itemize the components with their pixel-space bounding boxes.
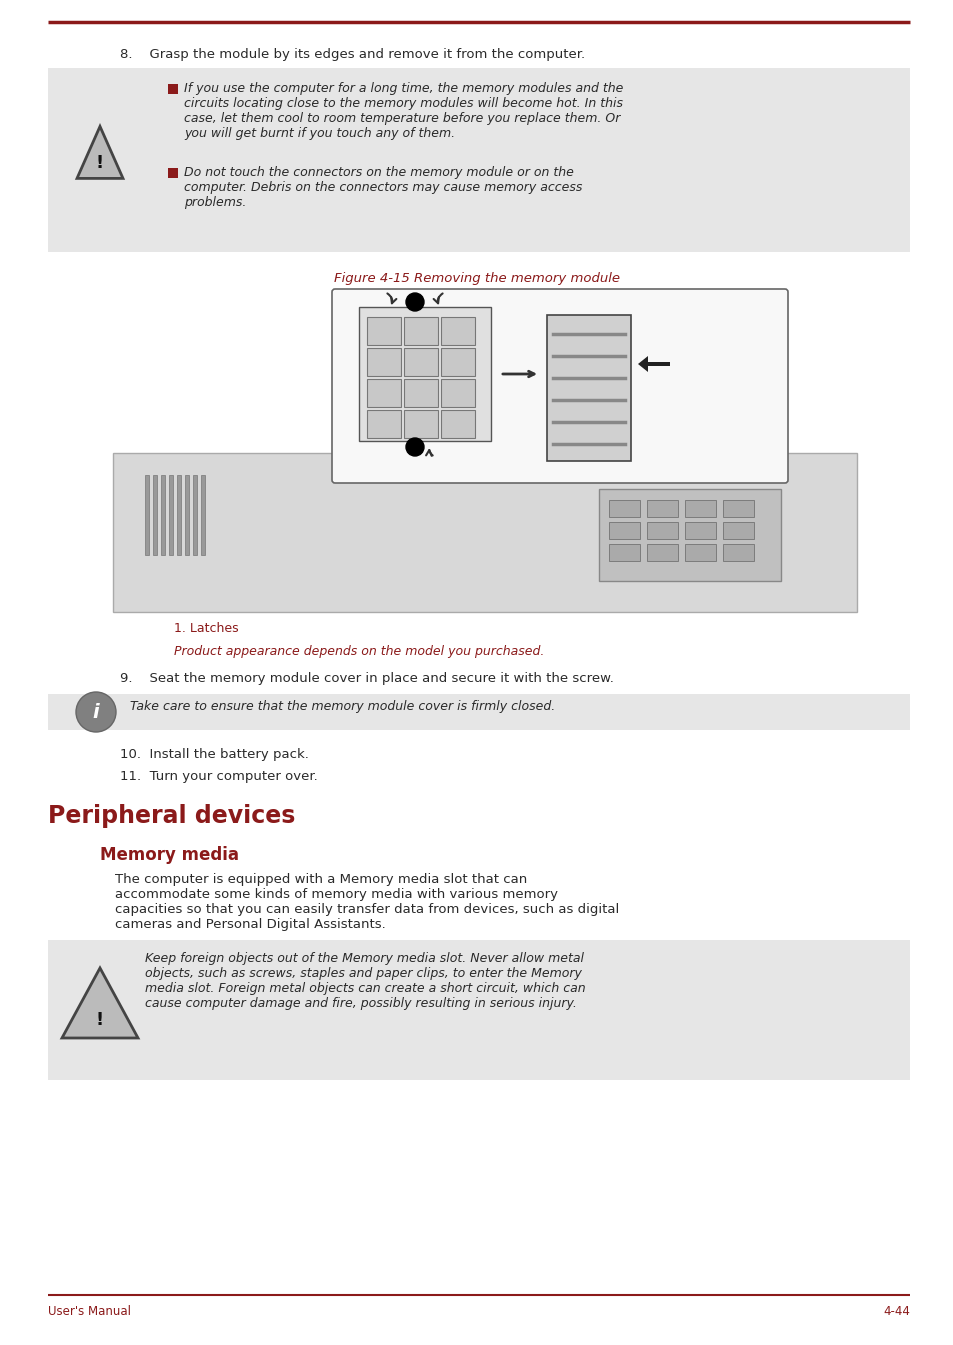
FancyBboxPatch shape xyxy=(722,522,754,538)
FancyBboxPatch shape xyxy=(722,543,754,561)
FancyBboxPatch shape xyxy=(440,348,475,377)
FancyBboxPatch shape xyxy=(598,490,781,581)
FancyBboxPatch shape xyxy=(367,410,400,438)
FancyBboxPatch shape xyxy=(367,379,400,408)
Text: Take care to ensure that the memory module cover is firmly closed.: Take care to ensure that the memory modu… xyxy=(130,699,555,713)
Circle shape xyxy=(76,691,116,732)
Text: 1: 1 xyxy=(411,443,418,453)
FancyBboxPatch shape xyxy=(403,348,437,377)
FancyBboxPatch shape xyxy=(48,694,909,730)
FancyBboxPatch shape xyxy=(358,307,491,441)
Text: 10.  Install the battery pack.: 10. Install the battery pack. xyxy=(120,748,309,761)
FancyBboxPatch shape xyxy=(332,289,787,483)
FancyBboxPatch shape xyxy=(722,499,754,516)
Text: The computer is equipped with a Memory media slot that can
accommodate some kind: The computer is equipped with a Memory m… xyxy=(115,873,618,931)
FancyBboxPatch shape xyxy=(403,317,437,346)
Polygon shape xyxy=(638,356,669,373)
Text: Product appearance depends on the model you purchased.: Product appearance depends on the model … xyxy=(173,646,544,658)
FancyBboxPatch shape xyxy=(48,69,909,252)
Circle shape xyxy=(406,438,423,456)
FancyBboxPatch shape xyxy=(609,543,639,561)
FancyBboxPatch shape xyxy=(48,940,909,1080)
Text: i: i xyxy=(92,703,99,722)
FancyBboxPatch shape xyxy=(647,522,678,538)
Circle shape xyxy=(406,293,423,311)
Text: User's Manual: User's Manual xyxy=(48,1305,131,1318)
FancyBboxPatch shape xyxy=(647,543,678,561)
FancyBboxPatch shape xyxy=(201,475,205,555)
FancyBboxPatch shape xyxy=(403,379,437,408)
Polygon shape xyxy=(62,968,138,1038)
Text: Memory media: Memory media xyxy=(100,846,239,863)
Text: 1: 1 xyxy=(411,299,418,308)
FancyBboxPatch shape xyxy=(169,475,172,555)
FancyBboxPatch shape xyxy=(168,168,178,178)
FancyBboxPatch shape xyxy=(546,315,630,461)
FancyBboxPatch shape xyxy=(609,499,639,516)
Text: Do not touch the connectors on the memory module or on the
computer. Debris on t: Do not touch the connectors on the memor… xyxy=(184,165,581,208)
Text: 9.    Seat the memory module cover in place and secure it with the screw.: 9. Seat the memory module cover in place… xyxy=(120,672,613,685)
Polygon shape xyxy=(77,126,123,179)
Text: !: ! xyxy=(96,1011,104,1029)
FancyBboxPatch shape xyxy=(647,499,678,516)
FancyBboxPatch shape xyxy=(177,475,181,555)
Text: If you use the computer for a long time, the memory modules and the
circuits loc: If you use the computer for a long time,… xyxy=(184,82,622,140)
FancyBboxPatch shape xyxy=(161,475,165,555)
FancyBboxPatch shape xyxy=(367,348,400,377)
FancyBboxPatch shape xyxy=(367,317,400,346)
FancyBboxPatch shape xyxy=(168,83,178,94)
Text: Figure 4-15 Removing the memory module: Figure 4-15 Removing the memory module xyxy=(334,272,619,285)
Text: 11.  Turn your computer over.: 11. Turn your computer over. xyxy=(120,769,317,783)
FancyBboxPatch shape xyxy=(685,522,716,538)
Text: Peripheral devices: Peripheral devices xyxy=(48,804,295,829)
FancyBboxPatch shape xyxy=(440,317,475,346)
Text: 1. Latches: 1. Latches xyxy=(173,621,238,635)
FancyBboxPatch shape xyxy=(403,410,437,438)
FancyBboxPatch shape xyxy=(145,475,149,555)
FancyBboxPatch shape xyxy=(609,522,639,538)
FancyBboxPatch shape xyxy=(440,410,475,438)
FancyBboxPatch shape xyxy=(685,543,716,561)
Text: 8.    Grasp the module by its edges and remove it from the computer.: 8. Grasp the module by its edges and rem… xyxy=(120,48,584,61)
Text: 4-44: 4-44 xyxy=(882,1305,909,1318)
FancyBboxPatch shape xyxy=(193,475,196,555)
FancyBboxPatch shape xyxy=(185,475,189,555)
FancyBboxPatch shape xyxy=(685,499,716,516)
FancyBboxPatch shape xyxy=(112,453,856,612)
Text: !: ! xyxy=(96,153,104,172)
FancyBboxPatch shape xyxy=(440,379,475,408)
FancyBboxPatch shape xyxy=(152,475,157,555)
Text: Keep foreign objects out of the Memory media slot. Never allow metal
objects, su: Keep foreign objects out of the Memory m… xyxy=(145,952,585,1010)
